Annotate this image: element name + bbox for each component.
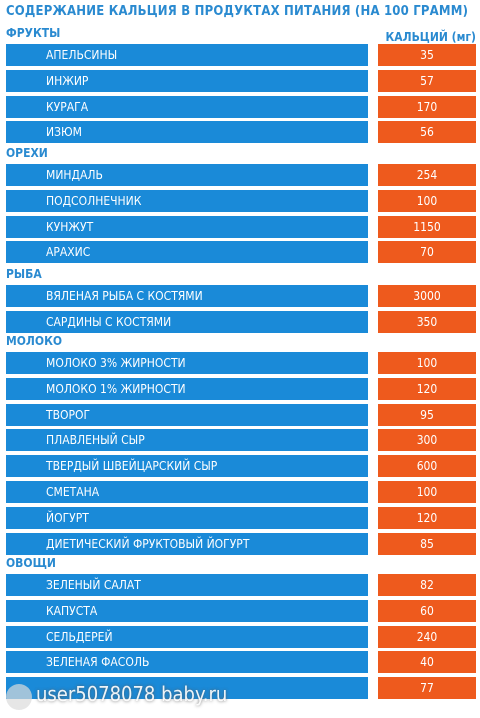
food-name: СЕЛЬДЕРЕЙ	[6, 625, 368, 648]
table-row: МОЛОКО 3% ЖИРНОСТИ 100	[0, 352, 480, 374]
table-row: КАПУСТА 60	[0, 599, 480, 622]
food-name: АПЕЛЬСИНЫ	[6, 44, 368, 66]
table-row: МИНДАЛЬ 254	[0, 164, 480, 186]
food-name: ПЛАВЛЕНЫЙ СЫР	[6, 429, 368, 452]
table-row: КУРАГА 170	[0, 95, 480, 118]
table-row: ВЯЛЕНАЯ РЫБА С КОСТЯМИ 3000	[0, 285, 480, 307]
table-row: САРДИНЫ С КОСТЯМИ 350	[0, 310, 480, 333]
table-row: ПОДСОЛНЕЧНИК 100	[0, 189, 480, 212]
calcium-value: 170	[378, 95, 476, 118]
calcium-value: 254	[378, 164, 476, 186]
table-row: КУНЖУТ 1150	[0, 215, 480, 238]
food-name: ПОДСОЛНЕЧНИК	[6, 189, 368, 212]
food-name	[6, 677, 368, 700]
calcium-value: 120	[378, 377, 476, 400]
calcium-value: 600	[378, 455, 476, 478]
calcium-value: 100	[378, 189, 476, 212]
table-row: ИНЖИР 57	[0, 69, 480, 92]
food-name: КУНЖУТ	[6, 215, 368, 238]
watermark: user5078078 baby.ru	[0, 680, 480, 718]
calcium-value: 100	[378, 481, 476, 503]
table-row: СМЕТАНА 100	[0, 481, 480, 503]
page-title: СОДЕРЖАНИЕ КАЛЬЦИЯ В ПРОДУКТАХ ПИТАНИЯ (…	[6, 4, 469, 19]
calcium-value: 40	[378, 651, 476, 674]
food-name: САРДИНЫ С КОСТЯМИ	[6, 310, 368, 333]
food-name: КУРАГА	[6, 95, 368, 118]
table-row: ЗЕЛЕНЫЙ САЛАТ 82	[0, 574, 480, 596]
food-name: МИНДАЛЬ	[6, 164, 368, 186]
table-row: АРАХИС 70	[0, 241, 480, 264]
calcium-value: 1150	[378, 215, 476, 238]
table-row: 77	[0, 677, 480, 700]
food-name: ЗЕЛЕНЫЙ САЛАТ	[6, 574, 368, 596]
calcium-value: 300	[378, 429, 476, 452]
food-name: ИЗЮМ	[6, 121, 368, 144]
food-name: ДИЕТИЧЕСКИЙ ФРУКТОВЫЙ ЙОГУРТ	[6, 532, 368, 555]
calcium-value: 3000	[378, 285, 476, 307]
table-row: СЕЛЬДЕРЕЙ 240	[0, 625, 480, 648]
section-heading: МОЛОКО	[6, 334, 63, 348]
food-name: МОЛОКО 3% ЖИРНОСТИ	[6, 352, 368, 374]
calcium-value: 95	[378, 403, 476, 426]
calcium-value: 35	[378, 44, 476, 66]
table-row: ТВЕРДЫЙ ШВЕЙЦАРСКИЙ СЫР 600	[0, 455, 480, 478]
food-name: ЙОГУРТ	[6, 506, 368, 529]
section-heading: РЫБА	[6, 267, 42, 281]
food-name: СМЕТАНА	[6, 481, 368, 503]
calcium-value: 60	[378, 599, 476, 622]
calcium-value: 350	[378, 310, 476, 333]
section-heading: ОВОЩИ	[6, 556, 56, 570]
table-row: ТВОРОГ 95	[0, 403, 480, 426]
calcium-column-header: КАЛЬЦИЙ (мг)	[385, 30, 476, 44]
food-name: КАПУСТА	[6, 599, 368, 622]
section-heading: ФРУКТЫ	[6, 26, 61, 40]
food-name: ТВЕРДЫЙ ШВЕЙЦАРСКИЙ СЫР	[6, 455, 368, 478]
table-row: МОЛОКО 1% ЖИРНОСТИ 120	[0, 377, 480, 400]
calcium-value: 57	[378, 69, 476, 92]
food-name: АРАХИС	[6, 241, 368, 264]
section-heading: ОРЕХИ	[6, 146, 48, 160]
baby-logo-icon	[6, 684, 32, 710]
table-row: АПЕЛЬСИНЫ 35	[0, 44, 480, 66]
table-row: ЙОГУРТ 120	[0, 506, 480, 529]
calcium-value: 240	[378, 625, 476, 648]
table-row: ДИЕТИЧЕСКИЙ ФРУКТОВЫЙ ЙОГУРТ 85	[0, 532, 480, 555]
food-name: ИНЖИР	[6, 69, 368, 92]
table-row: ИЗЮМ 56	[0, 121, 480, 144]
calcium-value: 82	[378, 574, 476, 596]
calcium-value: 100	[378, 352, 476, 374]
food-name: ЗЕЛЕНАЯ ФАСОЛЬ	[6, 651, 368, 674]
table-row: ПЛАВЛЕНЫЙ СЫР 300	[0, 429, 480, 452]
food-name: МОЛОКО 1% ЖИРНОСТИ	[6, 377, 368, 400]
food-name: ВЯЛЕНАЯ РЫБА С КОСТЯМИ	[6, 285, 368, 307]
calcium-value: 120	[378, 506, 476, 529]
calcium-value: 56	[378, 121, 476, 144]
food-name: ТВОРОГ	[6, 403, 368, 426]
calcium-value: 77	[378, 677, 476, 700]
watermark-text: user5078078 baby.ru	[36, 682, 228, 706]
calcium-value: 70	[378, 241, 476, 264]
calcium-value: 85	[378, 532, 476, 555]
table-row: ЗЕЛЕНАЯ ФАСОЛЬ 40	[0, 651, 480, 674]
